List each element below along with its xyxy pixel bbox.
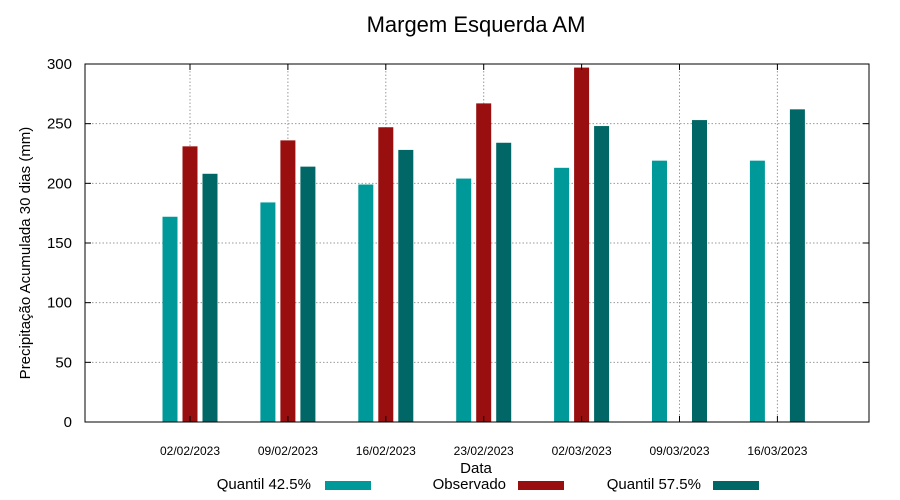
y-axis-ticks: 0 50 100 150 200 250 300 <box>47 56 869 431</box>
bar <box>789 109 805 422</box>
x-tick-label: 16/02/2023 <box>356 444 416 458</box>
bar <box>202 173 218 422</box>
bar <box>749 160 765 422</box>
bar <box>398 149 414 423</box>
bar <box>182 146 198 422</box>
y-tick-label: 200 <box>47 175 72 192</box>
x-tick-label: 02/03/2023 <box>552 444 612 458</box>
legend-label: Quantil 42.5% <box>217 476 311 493</box>
y-tick-label: 300 <box>47 56 72 73</box>
bars <box>162 67 805 423</box>
bar <box>456 178 472 422</box>
y-tick-label: 250 <box>47 116 72 133</box>
x-tick-label: 23/02/2023 <box>454 444 514 458</box>
bar <box>260 202 276 422</box>
legend-swatch <box>713 481 759 490</box>
bar <box>496 142 512 422</box>
x-tick-label: 09/03/2023 <box>649 444 709 458</box>
y-tick-label: 100 <box>47 295 72 312</box>
x-tick-label: 09/02/2023 <box>258 444 318 458</box>
bar <box>692 120 707 422</box>
bar <box>162 216 178 422</box>
legend-swatch <box>325 481 371 490</box>
bar <box>358 184 374 422</box>
x-axis-label: Data <box>460 460 492 477</box>
bar <box>554 167 570 422</box>
bar <box>574 67 590 422</box>
legend: Quantil 42.5% Observado Quantil 57.5% <box>217 476 759 493</box>
y-tick-label: 0 <box>64 414 72 431</box>
x-tick-label: 16/03/2023 <box>747 444 807 458</box>
chart-title: Margem Esquerda AM <box>367 12 586 37</box>
bar <box>300 166 316 422</box>
legend-label: Observado <box>433 476 506 493</box>
bar <box>652 160 667 422</box>
bar <box>378 127 394 422</box>
y-tick-label: 150 <box>47 235 72 252</box>
y-tick-label: 50 <box>55 354 72 371</box>
bar <box>594 126 610 422</box>
bar <box>476 103 492 422</box>
x-axis-ticks: 02/02/2023 09/02/2023 16/02/2023 23/02/2023… <box>160 64 808 458</box>
x-tick-label: 02/02/2023 <box>160 444 220 458</box>
legend-swatch <box>518 481 564 490</box>
y-axis-label: Precipitação Acumulada 30 dias (mm) <box>17 127 34 380</box>
legend-label: Quantil 57.5% <box>607 476 701 493</box>
bar <box>280 140 296 422</box>
